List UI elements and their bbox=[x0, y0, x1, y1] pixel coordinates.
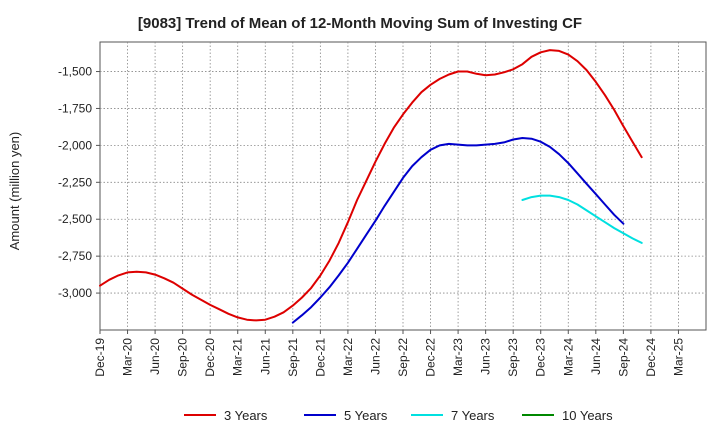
legend-label: 3 Years bbox=[224, 408, 268, 423]
x-tick-label: Dec-23 bbox=[534, 338, 548, 377]
x-tick-label: Mar-20 bbox=[121, 338, 135, 376]
y-axis: -1,500 -1,750 -2,000 -2,250 -2,500 -2,750 -3,0… bbox=[58, 65, 100, 300]
x-axis: Dec-19 Mar-20 Jun-20 Sep-20 Dec-20 Mar-21 Jun-… bbox=[93, 330, 685, 377]
x-tick-label: Mar-21 bbox=[231, 338, 245, 376]
x-tick-label: Mar-22 bbox=[341, 338, 355, 376]
y-tick-label: -2,000 bbox=[58, 138, 92, 152]
legend-label: 10 Years bbox=[562, 408, 613, 423]
x-tick-label: Sep-21 bbox=[286, 338, 300, 377]
y-tick-label: -2,500 bbox=[58, 212, 92, 226]
x-tick-label: Sep-22 bbox=[396, 338, 410, 377]
x-tick-label: Dec-20 bbox=[203, 338, 217, 377]
x-tick-label: Sep-23 bbox=[506, 338, 520, 377]
y-tick-label: -1,750 bbox=[58, 101, 92, 115]
x-tick-label: Dec-22 bbox=[424, 338, 438, 377]
x-tick-label: Mar-24 bbox=[561, 338, 575, 376]
series-line-7-years bbox=[521, 194, 643, 244]
series-line-5-years bbox=[291, 137, 625, 324]
x-tick-label: Dec-24 bbox=[644, 338, 658, 377]
series-line-3-years bbox=[99, 49, 643, 322]
legend: 3 Years 5 Years 7 Years 10 Years bbox=[184, 408, 613, 423]
y-axis-label: Amount (million yen) bbox=[7, 132, 22, 251]
x-tick-label: Dec-21 bbox=[313, 338, 327, 377]
x-tick-label: Sep-24 bbox=[616, 338, 630, 377]
chart-title: [9083] Trend of Mean of 12-Month Moving … bbox=[138, 15, 582, 32]
y-tick-label: -2,250 bbox=[58, 175, 92, 189]
y-tick-label: -3,000 bbox=[58, 286, 92, 300]
x-tick-label: Sep-20 bbox=[176, 338, 190, 377]
x-tick-label: Jun-21 bbox=[258, 338, 272, 375]
x-tick-label: Jun-23 bbox=[479, 338, 493, 375]
grid bbox=[100, 42, 706, 330]
x-tick-label: Dec-19 bbox=[93, 338, 107, 377]
x-tick-label: Jun-22 bbox=[368, 338, 382, 375]
legend-label: 5 Years bbox=[344, 408, 388, 423]
x-tick-label: Jun-24 bbox=[589, 338, 603, 375]
x-tick-label: Jun-20 bbox=[148, 338, 162, 375]
x-tick-label: Mar-23 bbox=[451, 338, 465, 376]
y-tick-label: -1,500 bbox=[58, 65, 92, 79]
y-tick-label: -2,750 bbox=[58, 249, 92, 263]
legend-label: 7 Years bbox=[451, 408, 495, 423]
x-tick-label: Mar-25 bbox=[671, 338, 685, 376]
series-lines bbox=[99, 49, 643, 324]
